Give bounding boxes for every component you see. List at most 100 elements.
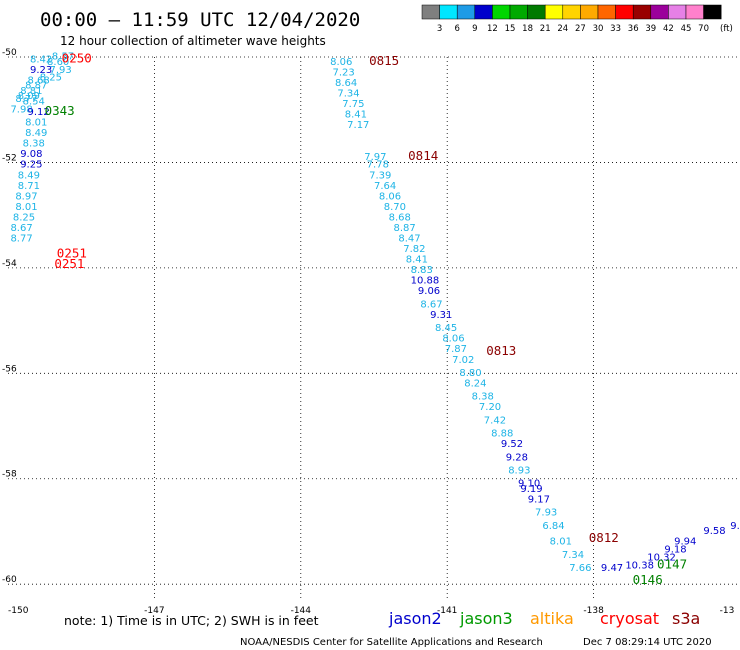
wave-height-value: 8.83 [411,265,433,276]
x-tick-label: -13 [720,606,735,616]
color-scale-label: 24 [557,24,568,34]
wave-height-value: 7.02 [452,355,474,366]
wave-height-value: 8.49 [18,170,40,181]
wave-height-value: 9.08 [20,149,42,160]
color-swatch [685,4,704,20]
wave-height-value: 8.25 [40,73,62,84]
y-tick-label: -52 [2,153,17,163]
x-tick-label: -144 [291,606,312,616]
color-swatch [632,4,652,20]
wave-height-value: 9.58 [703,526,725,537]
color-swatch [544,4,564,20]
wave-height-value: 7.20 [479,402,501,413]
wave-height-value: 9.06 [418,286,440,297]
wave-height-value: 7.42 [484,415,506,426]
color-swatch [615,4,634,20]
wave-height-value: 8.54 [23,96,45,107]
wave-height-value: 8.41 [345,110,367,121]
note-text: note: 1) Time is in UTC; 2) SWH is in fe… [64,613,319,628]
color-scale-label: 39 [645,24,656,34]
wave-height-value: 7.98 [10,104,32,115]
color-swatch [492,4,511,20]
x-axis-ticks: -150 -147 -144 -141 -138 -13 [8,606,734,616]
wave-height-value: 8.67 [420,299,442,310]
wave-height-value: 8.77 [15,94,37,105]
wave-height-value: 8.81 [20,86,42,97]
wave-height-value: 8.38 [23,139,45,150]
y-tick-label: -58 [2,470,17,480]
credit-org: NOAA/NESDIS Center for Satellite Applica… [240,637,543,648]
color-scale-legend: 3 6 9 12 15 18 21 24 27 30 33 36 39 42 45 70 (ft) [421,4,733,34]
chart-title: 00:00 – 11:59 UTC 12/04/2020 [40,9,360,31]
wave-height-value: 7.34 [562,550,584,561]
wave-height-value: 8.97 [15,191,37,202]
wave-height-value: 8.60 [47,57,69,68]
color-swatch [509,4,528,20]
wave-height-value: 8.09 [18,91,40,102]
wave-height-value: 7.93 [535,508,557,519]
color-swatch [703,4,722,20]
y-tick-label: -54 [2,259,17,269]
satellite-legend: jason2 jason3 altika cryosat s3a [388,609,700,628]
chart-subtitle: 12 hour collection of altimeter wave hei… [60,34,326,48]
y-axis-ticks: -50 -52 -54 -56 -58 -60 [2,48,17,585]
wave-height-value: 7.64 [374,181,396,192]
wave-height-value: 10.88 [411,276,440,287]
color-scale-label: 36 [628,24,639,34]
wave-height-value: 9.19 [520,484,542,495]
wave-height-value: 9.7 [730,521,740,532]
wave-height-value: 8.57 [52,52,74,63]
pass-time-label: 0147 [657,556,687,571]
y-tick-label: -60 [2,575,17,585]
color-scale-label: 12 [487,24,498,34]
wave-height-value: 9.17 [528,494,550,505]
color-scale-label: 42 [663,24,674,34]
wave-height-value: 8.41 [406,255,428,266]
wave-height-value: 8.67 [10,223,32,234]
wave-height-value: 9.31 [430,310,452,321]
wave-height-value: 7.39 [369,170,391,181]
wave-height-value: 9.52 [501,439,523,450]
wave-height-value: 9.28 [506,452,528,463]
wave-height-value: 8.38 [472,392,494,403]
color-scale-label: 70 [698,24,709,34]
pass-time-label: 0251 [54,256,84,271]
credit-timestamp: Dec 7 08:29:14 UTC 2020 [583,637,712,648]
color-swatch [456,4,476,20]
wave-height-value: 8.64 [335,78,357,89]
color-scale-label: 9 [472,24,477,34]
color-swatch [580,4,599,20]
wave-height-value: 9.47 [601,563,623,574]
color-swatch [668,4,687,20]
wave-height-value: 9.18 [664,545,686,556]
wave-height-value: 7.78 [367,160,389,171]
color-scale-label: 21 [540,24,551,34]
wave-height-value: 10.38 [625,560,654,571]
pass-time-label: 0251 [57,245,87,260]
color-scale-unit: (ft) [720,24,733,34]
wave-height-value: 7.17 [347,120,369,131]
wave-height-value: 7.34 [337,89,359,100]
satellite-name: jason2 [388,609,442,628]
wave-height-value: 8.45 [435,323,457,334]
wave-height-value: 8.01 [550,537,572,548]
pass-time-label: 0814 [408,148,438,163]
color-scale-label: 30 [593,24,604,34]
y-tick-label: -50 [2,48,17,58]
wave-height-value: 8.87 [394,223,416,234]
wave-height-value: 7.23 [333,67,355,78]
wave-height-value: 8.68 [389,212,411,223]
x-tick-label: -138 [583,606,604,616]
wave-height-value: 9.94 [674,537,696,548]
color-scale-label: 33 [610,24,621,34]
color-swatch [439,4,458,20]
wave-height-value: 8.93 [508,465,530,476]
pass-time-label: 0815 [369,53,399,68]
wave-height-value: 6.84 [542,521,564,532]
color-scale-label: 18 [522,24,533,34]
wave-height-value: 8.49 [25,128,47,139]
wave-height-value: 7.66 [569,563,591,574]
wave-height-value: 8.06 [330,57,352,68]
wave-height-value: 8.25 [13,212,35,223]
